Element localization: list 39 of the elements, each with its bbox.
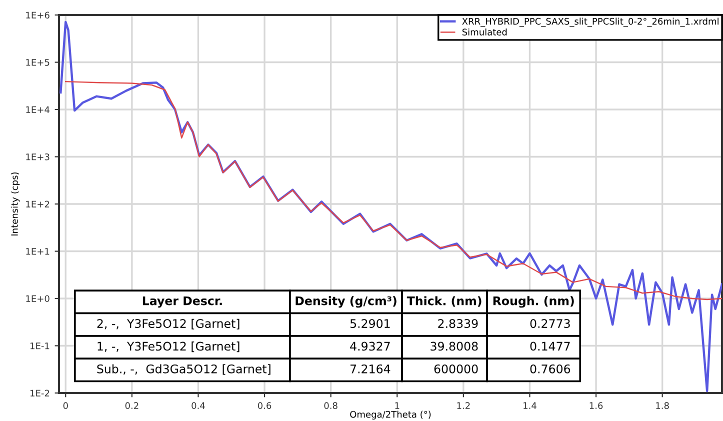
- y-tick-label: 1E-1: [30, 342, 50, 350]
- y-tick-label: 1E+5: [26, 59, 50, 66]
- x-axis-title: Omega/2Theta (°): [350, 410, 431, 420]
- annotation: 0.7606: [530, 364, 570, 374]
- x-tick-label: 1.4: [524, 402, 536, 409]
- legend-label: Simulated: [462, 28, 507, 36]
- x-tick-label: 0.2: [125, 402, 138, 410]
- annotation: 0.1477: [530, 342, 570, 351]
- annotation: 0.2773: [530, 319, 570, 328]
- annotation: Sub., -, Gd3Ga5O12 [Garnet]: [97, 364, 270, 375]
- x-tick-label: 0.6: [258, 402, 272, 410]
- annotation: Rough. (nm): [493, 296, 574, 308]
- x-tick-label: 1: [395, 402, 400, 409]
- annotation: 600000: [434, 364, 478, 374]
- y-tick-label: 1E+6: [26, 12, 50, 19]
- x-tick-label: 0.4: [192, 402, 205, 410]
- x-tick-label: 1.2: [457, 402, 470, 409]
- y-axis-title: Intensity (cps): [10, 172, 20, 236]
- y-tick-label: 1E-2: [30, 390, 50, 396]
- y-tick-label: 1E+2: [26, 200, 50, 208]
- annotation: 4.9327: [350, 342, 390, 351]
- legend-label: XRR_HYBRID_PPC_SAXS_slit_PPCSlit_0-2°_26min_1.xrdml: [462, 18, 718, 27]
- annotation: Layer Descr.: [142, 296, 222, 308]
- x-tick-label: 1.6: [590, 402, 603, 410]
- annotation: Thick. (nm): [406, 296, 482, 307]
- annotation: 2.8339: [438, 319, 478, 328]
- y-tick-label: 1E+0: [26, 295, 50, 302]
- x-tick-label: 0.8: [324, 402, 338, 410]
- x-tick-label: 0: [63, 402, 68, 410]
- annotation: 5.2901: [350, 319, 390, 328]
- y-tick-label: 1E+3: [26, 153, 50, 160]
- annotation: Density (g/cm³): [296, 296, 396, 308]
- annotation: 2, -, Y3Fe5O12 [Garnet]: [97, 318, 240, 330]
- x-tick-label: 1.8: [656, 402, 669, 410]
- y-tick-label: 1E+1: [26, 248, 50, 255]
- annotation: 7.2164: [350, 364, 390, 374]
- y-tick-label: 1E+4: [26, 106, 50, 113]
- annotation: 1, -, Y3Fe5O12 [Garnet]: [98, 342, 240, 352]
- annotation: 39.8008: [430, 342, 478, 351]
